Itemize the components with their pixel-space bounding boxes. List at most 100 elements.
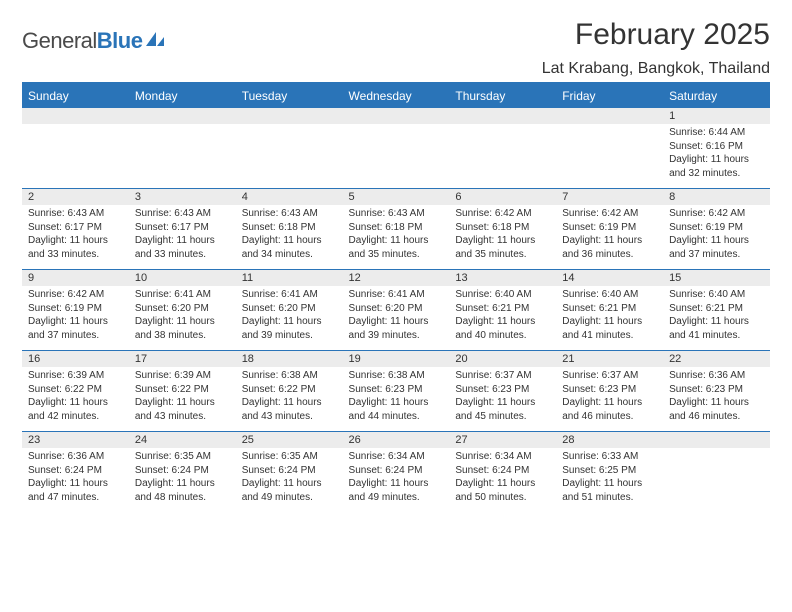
day-cell xyxy=(663,432,770,513)
daylight-text: Daylight: 11 hours and 39 minutes. xyxy=(242,315,337,342)
day-cell: 20Sunrise: 6:37 AMSunset: 6:23 PMDayligh… xyxy=(449,351,556,432)
daylight-text: Daylight: 11 hours and 49 minutes. xyxy=(349,477,444,504)
sunset-text: Sunset: 6:24 PM xyxy=(28,464,123,478)
day-body: Sunrise: 6:35 AMSunset: 6:24 PMDaylight:… xyxy=(236,448,343,512)
daylight-text: Daylight: 11 hours and 48 minutes. xyxy=(135,477,230,504)
day-cell xyxy=(129,108,236,189)
sunrise-text: Sunrise: 6:42 AM xyxy=(669,207,764,221)
week-row: 9Sunrise: 6:42 AMSunset: 6:19 PMDaylight… xyxy=(22,270,770,351)
day-body xyxy=(129,124,236,188)
day-number: 8 xyxy=(663,189,770,205)
day-number: 24 xyxy=(129,432,236,448)
daylight-text: Daylight: 11 hours and 41 minutes. xyxy=(562,315,657,342)
header: GeneralBlue February 2025 xyxy=(22,18,770,54)
daylight-text: Daylight: 11 hours and 51 minutes. xyxy=(562,477,657,504)
sunset-text: Sunset: 6:18 PM xyxy=(242,221,337,235)
sunset-text: Sunset: 6:22 PM xyxy=(135,383,230,397)
daylight-text: Daylight: 11 hours and 43 minutes. xyxy=(242,396,337,423)
day-cell: 23Sunrise: 6:36 AMSunset: 6:24 PMDayligh… xyxy=(22,432,129,513)
day-body: Sunrise: 6:43 AMSunset: 6:18 PMDaylight:… xyxy=(236,205,343,269)
sunrise-text: Sunrise: 6:43 AM xyxy=(28,207,123,221)
day-body: Sunrise: 6:41 AMSunset: 6:20 PMDaylight:… xyxy=(129,286,236,350)
daylight-text: Daylight: 11 hours and 35 minutes. xyxy=(455,234,550,261)
day-body: Sunrise: 6:37 AMSunset: 6:23 PMDaylight:… xyxy=(449,367,556,431)
sunset-text: Sunset: 6:23 PM xyxy=(562,383,657,397)
day-number: 5 xyxy=(343,189,450,205)
sunrise-text: Sunrise: 6:40 AM xyxy=(455,288,550,302)
daylight-text: Daylight: 11 hours and 34 minutes. xyxy=(242,234,337,261)
daylight-text: Daylight: 11 hours and 32 minutes. xyxy=(669,153,764,180)
day-number xyxy=(663,432,770,448)
day-body: Sunrise: 6:42 AMSunset: 6:19 PMDaylight:… xyxy=(663,205,770,269)
day-cell: 24Sunrise: 6:35 AMSunset: 6:24 PMDayligh… xyxy=(129,432,236,513)
logo-general: General xyxy=(22,28,97,53)
day-body: Sunrise: 6:43 AMSunset: 6:18 PMDaylight:… xyxy=(343,205,450,269)
day-cell: 18Sunrise: 6:38 AMSunset: 6:22 PMDayligh… xyxy=(236,351,343,432)
sunset-text: Sunset: 6:20 PM xyxy=(242,302,337,316)
day-number xyxy=(129,108,236,124)
sunrise-text: Sunrise: 6:34 AM xyxy=(349,450,444,464)
day-body: Sunrise: 6:35 AMSunset: 6:24 PMDaylight:… xyxy=(129,448,236,512)
sunrise-text: Sunrise: 6:43 AM xyxy=(349,207,444,221)
daylight-text: Daylight: 11 hours and 49 minutes. xyxy=(242,477,337,504)
day-cell: 8Sunrise: 6:42 AMSunset: 6:19 PMDaylight… xyxy=(663,189,770,270)
day-body: Sunrise: 6:36 AMSunset: 6:23 PMDaylight:… xyxy=(663,367,770,431)
daylight-text: Daylight: 11 hours and 33 minutes. xyxy=(28,234,123,261)
sunset-text: Sunset: 6:21 PM xyxy=(669,302,764,316)
daylight-text: Daylight: 11 hours and 33 minutes. xyxy=(135,234,230,261)
day-cell: 27Sunrise: 6:34 AMSunset: 6:24 PMDayligh… xyxy=(449,432,556,513)
day-body: Sunrise: 6:40 AMSunset: 6:21 PMDaylight:… xyxy=(663,286,770,350)
sunset-text: Sunset: 6:18 PM xyxy=(349,221,444,235)
day-body: Sunrise: 6:34 AMSunset: 6:24 PMDaylight:… xyxy=(449,448,556,512)
day-body: Sunrise: 6:41 AMSunset: 6:20 PMDaylight:… xyxy=(343,286,450,350)
sunset-text: Sunset: 6:24 PM xyxy=(242,464,337,478)
day-number: 13 xyxy=(449,270,556,286)
day-cell: 25Sunrise: 6:35 AMSunset: 6:24 PMDayligh… xyxy=(236,432,343,513)
sunrise-text: Sunrise: 6:39 AM xyxy=(135,369,230,383)
sunset-text: Sunset: 6:17 PM xyxy=(135,221,230,235)
week-row: 16Sunrise: 6:39 AMSunset: 6:22 PMDayligh… xyxy=(22,351,770,432)
day-cell xyxy=(22,108,129,189)
daylight-text: Daylight: 11 hours and 40 minutes. xyxy=(455,315,550,342)
day-body: Sunrise: 6:44 AMSunset: 6:16 PMDaylight:… xyxy=(663,124,770,188)
day-cell: 2Sunrise: 6:43 AMSunset: 6:17 PMDaylight… xyxy=(22,189,129,270)
day-body: Sunrise: 6:34 AMSunset: 6:24 PMDaylight:… xyxy=(343,448,450,512)
day-cell xyxy=(556,108,663,189)
day-number: 16 xyxy=(22,351,129,367)
sunset-text: Sunset: 6:25 PM xyxy=(562,464,657,478)
dow-friday: Friday xyxy=(556,84,663,108)
day-body: Sunrise: 6:37 AMSunset: 6:23 PMDaylight:… xyxy=(556,367,663,431)
daylight-text: Daylight: 11 hours and 41 minutes. xyxy=(669,315,764,342)
sunrise-text: Sunrise: 6:33 AM xyxy=(562,450,657,464)
day-cell: 14Sunrise: 6:40 AMSunset: 6:21 PMDayligh… xyxy=(556,270,663,351)
day-body: Sunrise: 6:43 AMSunset: 6:17 PMDaylight:… xyxy=(22,205,129,269)
sunset-text: Sunset: 6:20 PM xyxy=(135,302,230,316)
day-number: 27 xyxy=(449,432,556,448)
day-number xyxy=(556,108,663,124)
day-cell: 15Sunrise: 6:40 AMSunset: 6:21 PMDayligh… xyxy=(663,270,770,351)
day-number: 3 xyxy=(129,189,236,205)
day-cell: 6Sunrise: 6:42 AMSunset: 6:18 PMDaylight… xyxy=(449,189,556,270)
sunset-text: Sunset: 6:17 PM xyxy=(28,221,123,235)
day-cell: 17Sunrise: 6:39 AMSunset: 6:22 PMDayligh… xyxy=(129,351,236,432)
day-number: 19 xyxy=(343,351,450,367)
day-cell: 4Sunrise: 6:43 AMSunset: 6:18 PMDaylight… xyxy=(236,189,343,270)
day-body: Sunrise: 6:42 AMSunset: 6:19 PMDaylight:… xyxy=(556,205,663,269)
logo: GeneralBlue xyxy=(22,28,166,54)
day-number: 6 xyxy=(449,189,556,205)
sunrise-text: Sunrise: 6:37 AM xyxy=(455,369,550,383)
sunset-text: Sunset: 6:19 PM xyxy=(562,221,657,235)
sunset-text: Sunset: 6:21 PM xyxy=(455,302,550,316)
day-body xyxy=(556,124,663,188)
daylight-text: Daylight: 11 hours and 45 minutes. xyxy=(455,396,550,423)
day-number: 20 xyxy=(449,351,556,367)
day-cell: 12Sunrise: 6:41 AMSunset: 6:20 PMDayligh… xyxy=(343,270,450,351)
sunset-text: Sunset: 6:20 PM xyxy=(349,302,444,316)
sunset-text: Sunset: 6:22 PM xyxy=(28,383,123,397)
day-number xyxy=(22,108,129,124)
day-body xyxy=(343,124,450,188)
day-number: 14 xyxy=(556,270,663,286)
day-cell xyxy=(343,108,450,189)
dow-thursday: Thursday xyxy=(449,84,556,108)
day-number: 22 xyxy=(663,351,770,367)
